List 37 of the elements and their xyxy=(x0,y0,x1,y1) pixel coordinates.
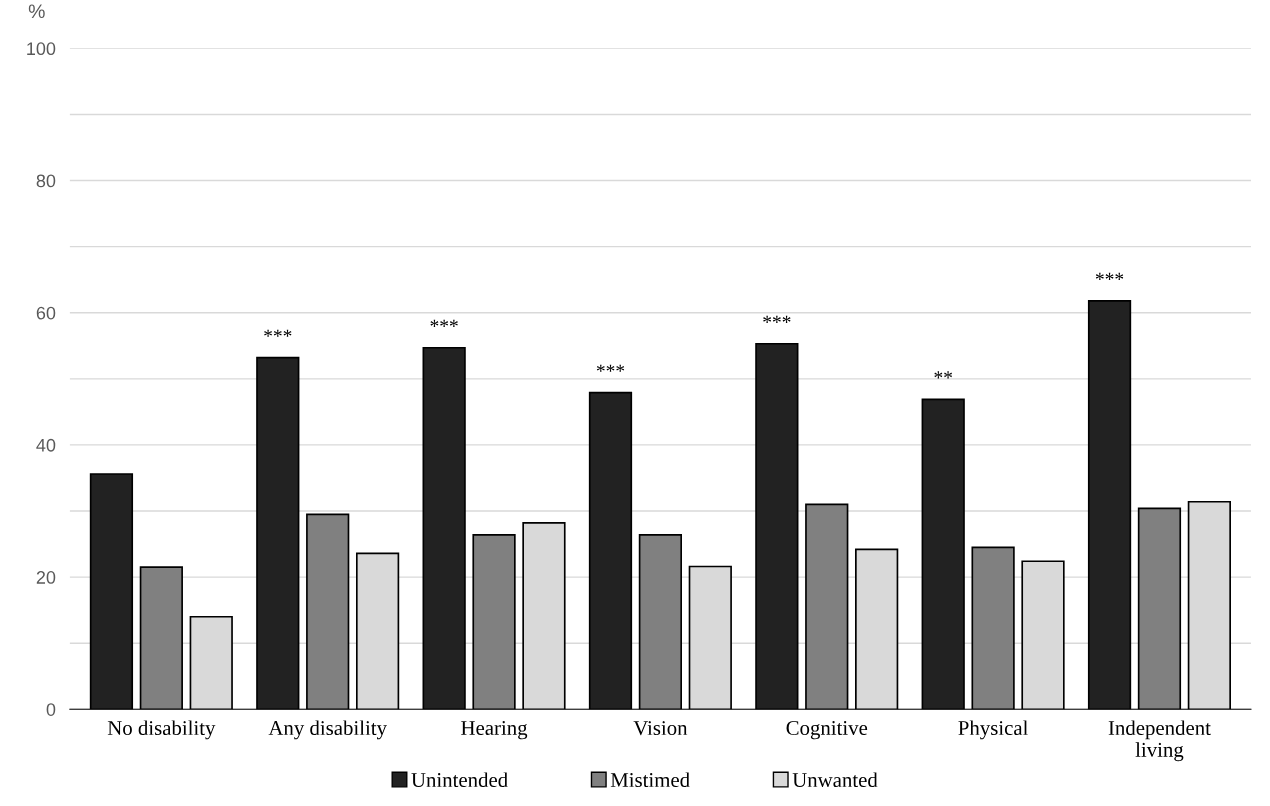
bar xyxy=(472,533,516,710)
data-label: *** xyxy=(1095,272,1124,280)
y-tick-label: 60 xyxy=(36,306,56,320)
bar xyxy=(139,566,183,710)
bar xyxy=(256,356,300,710)
x-tick-label: No disability xyxy=(107,720,216,740)
data-label: *** xyxy=(264,329,292,337)
bar xyxy=(422,346,466,710)
bar xyxy=(755,342,799,710)
x-tick-label: Independent living xyxy=(1108,720,1211,762)
bar xyxy=(306,513,350,710)
y-tick-label: 0 xyxy=(46,703,56,716)
bar xyxy=(1137,507,1182,710)
x-tick-label: Vision xyxy=(633,721,688,736)
x-tick-label: Any disability xyxy=(268,720,387,740)
y-tick-label: 100 xyxy=(27,42,56,56)
y-tick-label: 20 xyxy=(36,571,56,584)
bar xyxy=(588,391,633,710)
data-label: *** xyxy=(596,364,625,372)
bar xyxy=(638,533,683,710)
data-label: *** xyxy=(430,319,458,327)
legend-label: Unintended xyxy=(411,772,508,788)
bar xyxy=(1087,299,1132,710)
bar xyxy=(89,473,134,710)
x-tick-label: Physical xyxy=(958,720,1028,740)
x-tick-label: Cognitive xyxy=(786,720,868,740)
bar xyxy=(921,398,965,710)
bar xyxy=(805,503,849,710)
data-label: ** xyxy=(934,371,952,379)
legend-label: Unwanted xyxy=(792,772,878,788)
y-tick-label: 80 xyxy=(36,174,56,188)
y-axis-title: % xyxy=(28,4,45,18)
x-tick-label: Hearing xyxy=(461,720,528,740)
data-label: *** xyxy=(763,315,791,323)
y-tick-label: 40 xyxy=(36,438,56,452)
bar xyxy=(971,546,1015,710)
legend-label: Mistimed xyxy=(610,772,690,788)
